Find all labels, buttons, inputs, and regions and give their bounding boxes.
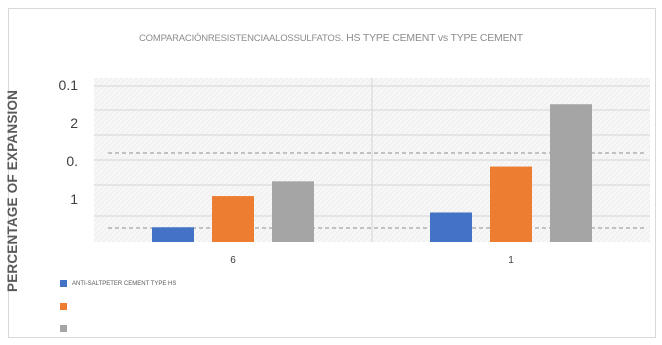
legend-label: ANTI-SALTPETER CEMENT TYPE HS bbox=[72, 281, 177, 288]
bar bbox=[430, 212, 472, 242]
legend-item bbox=[60, 303, 72, 310]
legend-item: ANTI-SALTPETER CEMENT TYPE HS bbox=[60, 280, 176, 287]
legend-swatch bbox=[60, 303, 67, 310]
bar bbox=[212, 196, 254, 242]
bar-group bbox=[152, 104, 592, 243]
chart-title-part2: . HS TYPE CEMENT vs TYPE CEMENT bbox=[340, 32, 523, 44]
legend-item bbox=[60, 325, 72, 332]
bar bbox=[490, 166, 532, 242]
chart-title-part1: COMPARACIÓNRESISTENCIAALOSSULFATOS bbox=[139, 33, 341, 44]
x-tick-label: 6 bbox=[230, 255, 236, 266]
x-tick-label: 1 bbox=[508, 255, 514, 266]
y-tick-label: 0. bbox=[66, 153, 78, 169]
y-tick-label: 0.1 bbox=[58, 77, 78, 93]
bar bbox=[550, 104, 592, 243]
bar bbox=[272, 181, 314, 242]
bar bbox=[152, 227, 194, 242]
y-tick-label: 2 bbox=[70, 115, 78, 131]
legend-swatch bbox=[60, 325, 67, 332]
y-tick-label: 1 bbox=[70, 191, 78, 207]
chart-title: COMPARACIÓNRESISTENCIAALOSSULFATOS. HS T… bbox=[0, 32, 662, 44]
legend-swatch bbox=[60, 280, 67, 287]
